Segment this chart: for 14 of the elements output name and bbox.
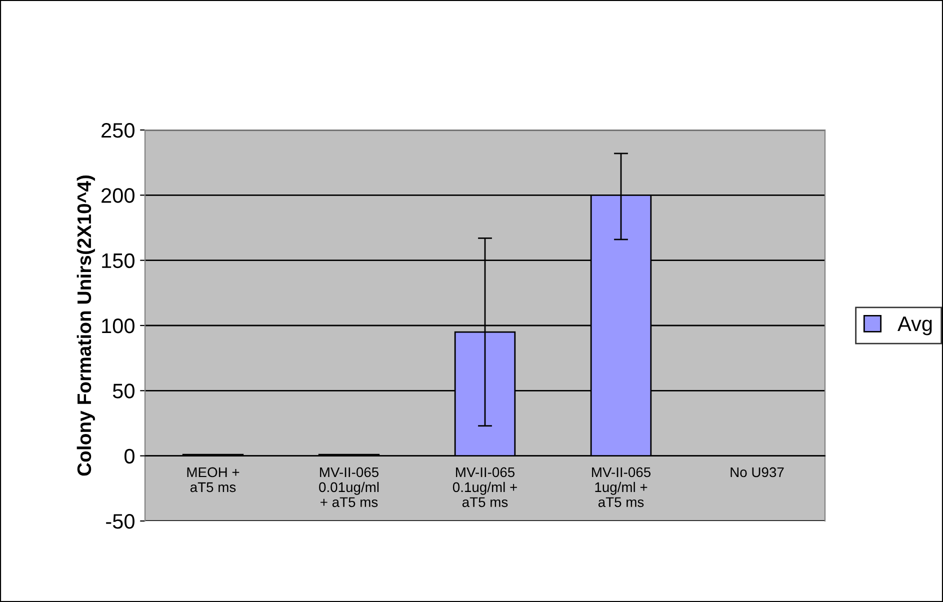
y-axis-title: Colony Formation Unirs(2X10^4) — [76, 175, 95, 476]
x-tick-label: MV-II-065 0.1ug/ml + aT5 ms — [452, 467, 517, 508]
x-tick-label: No U937 — [730, 467, 784, 478]
x-tick-label: MEOH + aT5 ms — [187, 467, 240, 492]
y-tick-label: -50 — [106, 514, 134, 529]
legend-label: Avg — [898, 316, 932, 336]
y-tick-label: 100 — [102, 318, 134, 334]
y-tick-label: 0 — [124, 448, 134, 464]
y-tick-label: 50 — [112, 384, 134, 398]
y-tick-label: 150 — [102, 253, 134, 268]
x-tick-label: MV-II-065 0.01ug/ml + aT5 ms — [319, 467, 379, 508]
x-tick-label: MV-II-065 1ug/ml + aT5 ms — [592, 467, 651, 508]
y-tick-label: 250 — [102, 123, 134, 138]
y-tick-label: 200 — [102, 188, 134, 203]
